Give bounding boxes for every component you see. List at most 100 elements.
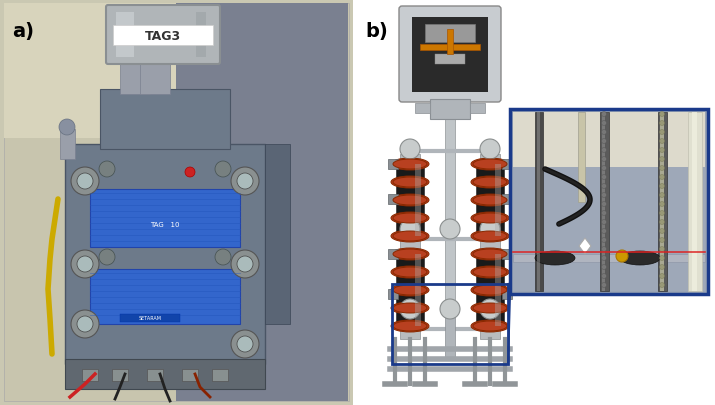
Ellipse shape [471, 159, 509, 171]
Ellipse shape [473, 249, 507, 259]
Bar [113, 26, 213, 46]
Bar [430, 100, 470, 120]
Text: b): b) [365, 22, 388, 41]
Circle shape [659, 274, 664, 279]
Circle shape [601, 175, 606, 180]
Bar [396, 252, 424, 329]
Circle shape [659, 184, 664, 189]
Bar [420, 45, 480, 51]
Bar [388, 160, 398, 170]
Bar [212, 369, 228, 381]
Bar [120, 55, 150, 95]
Circle shape [601, 166, 606, 171]
Bar [537, 113, 540, 291]
Circle shape [601, 130, 606, 135]
Ellipse shape [391, 302, 429, 314]
Bar [495, 254, 501, 326]
Circle shape [185, 168, 195, 177]
Ellipse shape [473, 177, 507, 188]
Bar [502, 160, 512, 170]
Bar [513, 113, 705, 168]
Ellipse shape [393, 321, 427, 331]
Ellipse shape [393, 285, 427, 295]
Circle shape [601, 238, 606, 243]
Ellipse shape [393, 267, 427, 277]
Circle shape [659, 238, 664, 243]
Bar [65, 145, 265, 364]
Circle shape [659, 193, 664, 198]
FancyBboxPatch shape [106, 6, 220, 65]
Bar [4, 4, 180, 139]
Bar [120, 314, 180, 322]
Bar [502, 289, 512, 299]
Bar [660, 113, 664, 291]
Circle shape [601, 283, 606, 288]
Bar [535, 113, 543, 291]
Bar [447, 30, 453, 55]
Text: SETARAM: SETARAM [139, 316, 162, 321]
Ellipse shape [393, 213, 427, 224]
Bar [412, 18, 488, 93]
Ellipse shape [471, 302, 509, 314]
Ellipse shape [391, 177, 429, 189]
Text: a): a) [12, 22, 34, 41]
Circle shape [480, 299, 500, 319]
Ellipse shape [393, 249, 427, 259]
Bar [445, 118, 455, 317]
Bar [445, 317, 455, 357]
Ellipse shape [391, 194, 429, 207]
Circle shape [659, 166, 664, 171]
Circle shape [440, 299, 460, 319]
Circle shape [659, 148, 664, 153]
Bar [82, 369, 98, 381]
Ellipse shape [473, 303, 507, 313]
Ellipse shape [471, 320, 509, 332]
Bar [425, 25, 475, 43]
Circle shape [659, 202, 664, 207]
Bar [688, 113, 702, 291]
Circle shape [71, 310, 99, 338]
Circle shape [99, 249, 115, 265]
Circle shape [601, 256, 606, 261]
Ellipse shape [471, 177, 509, 189]
Bar [396, 162, 424, 239]
Ellipse shape [473, 213, 507, 224]
Bar [600, 113, 609, 291]
Ellipse shape [391, 284, 429, 296]
Ellipse shape [471, 194, 509, 207]
Circle shape [440, 220, 460, 239]
Ellipse shape [471, 213, 509, 224]
Ellipse shape [393, 196, 427, 205]
Bar [502, 249, 512, 259]
Bar [415, 104, 430, 114]
Circle shape [601, 247, 606, 252]
Bar [476, 162, 504, 239]
Circle shape [601, 112, 606, 117]
Circle shape [71, 168, 99, 196]
Circle shape [659, 229, 664, 234]
Bar [182, 369, 198, 381]
Circle shape [231, 168, 259, 196]
Ellipse shape [391, 213, 429, 224]
Circle shape [659, 121, 664, 126]
Circle shape [215, 162, 231, 177]
Ellipse shape [391, 230, 429, 243]
Circle shape [237, 174, 253, 190]
Ellipse shape [471, 266, 509, 278]
Ellipse shape [471, 230, 509, 243]
Circle shape [480, 140, 500, 160]
Circle shape [659, 139, 664, 144]
Bar [90, 269, 240, 324]
Bar [65, 359, 265, 389]
Bar [60, 130, 75, 160]
Circle shape [231, 330, 259, 358]
Circle shape [237, 336, 253, 352]
Ellipse shape [393, 303, 427, 313]
Circle shape [601, 274, 606, 279]
Ellipse shape [391, 320, 429, 332]
Circle shape [400, 220, 420, 239]
Circle shape [77, 174, 93, 190]
Ellipse shape [473, 160, 507, 170]
Circle shape [77, 316, 93, 332]
Text: TAG3: TAG3 [145, 30, 181, 43]
